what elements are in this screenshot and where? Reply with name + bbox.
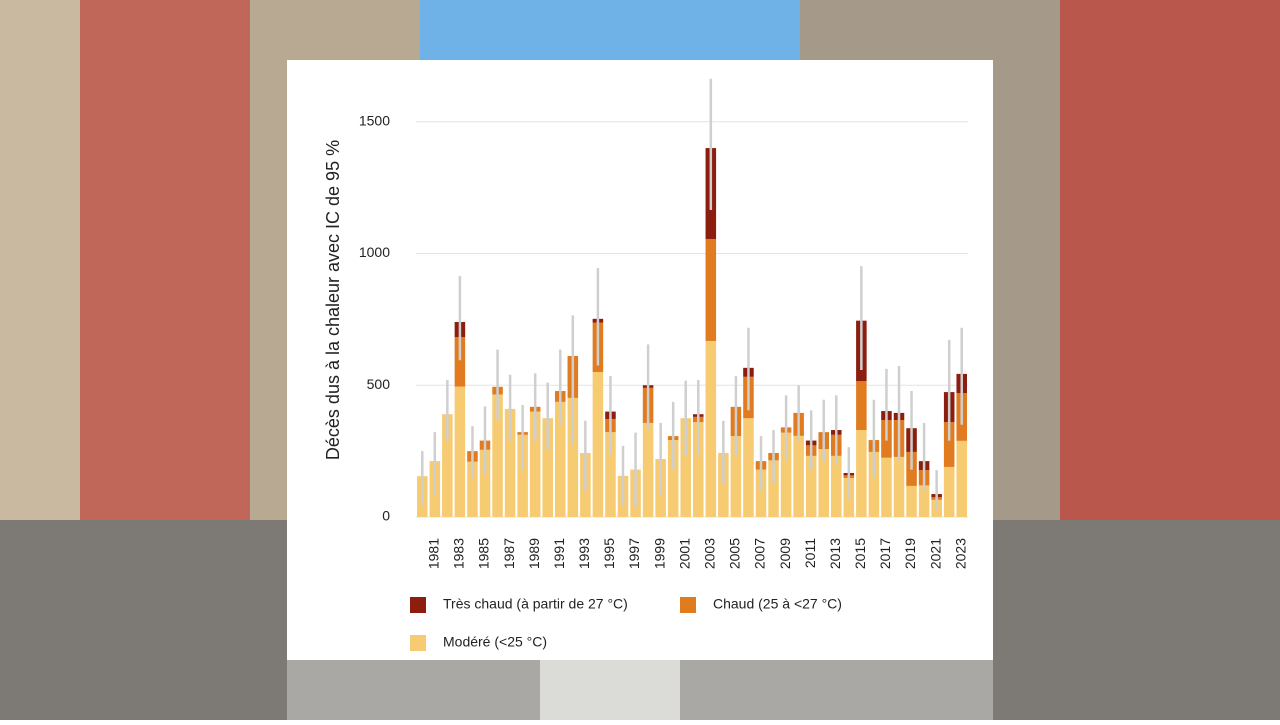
bar-segment [818,449,829,517]
x-tick-label: 1997 [626,538,642,569]
bar-segment [693,422,704,517]
x-tick-label: 2003 [702,538,718,569]
x-tick-label: 2013 [827,538,843,569]
bar-segment [705,238,717,341]
bar-segment [831,455,842,517]
bar-segment [730,436,742,517]
bar-segment [868,451,880,517]
x-tick-label: 2021 [927,538,943,569]
bar-segment [805,455,817,517]
bar-segment [743,418,754,517]
building [1060,0,1280,530]
x-tick-label: 2005 [727,538,743,569]
bar-segment [605,432,616,517]
x-tick-label: 2001 [676,538,692,569]
x-tick-label: 2011 [802,538,818,568]
x-tick-label: 1991 [551,538,567,569]
bar-segment [642,422,654,517]
bar-segment [755,469,767,517]
x-tick-label: 2007 [752,538,768,569]
legend-label: Chaud (25 à <27 °C) [713,596,842,612]
bar-segment [956,440,967,517]
x-tick-label: 1985 [476,538,492,569]
bar-segment [856,430,867,517]
x-tick-label: 2009 [777,538,793,569]
y-tick-label: 1000 [359,244,390,260]
bar-segment [856,381,867,431]
bar-segment [479,449,491,517]
x-tick-label: 1989 [526,538,542,569]
bar-segment [943,466,955,517]
bar-segment [918,485,930,517]
legend-swatch [680,597,696,613]
legend-label: Modéré (<25 °C) [443,634,547,650]
y-tick-label: 0 [382,508,390,524]
y-tick-label: 1500 [359,112,390,128]
legend-swatch [410,597,426,613]
x-tick-label: 2023 [952,538,968,569]
x-tick-label: 1987 [501,538,517,569]
chart-panel [287,60,993,660]
bar-segment [442,414,453,517]
bar-segment [454,337,466,387]
bar-segment [492,394,503,517]
x-tick-label: 2015 [852,538,868,569]
x-tick-label: 1995 [601,538,617,569]
bar-segment [780,432,792,517]
bar-segment [680,418,691,517]
bar-segment [592,372,604,517]
bar-segment [893,456,905,517]
legend-label: Très chaud (à partir de 27 °C) [443,596,628,612]
bar-segment [517,434,528,517]
bar-segment [768,460,779,517]
x-tick-label: 2019 [902,538,918,569]
bar-segment [555,401,566,517]
x-tick-label: 1999 [651,538,667,569]
bar-segment [467,461,478,517]
y-axis-title: Décès dus à la chaleur avec IC de 95 % [323,140,343,460]
bar-segment [504,408,516,517]
bar-segment [906,485,917,517]
bar-segment [667,440,679,517]
bar-segment [881,457,892,517]
bar-segment [705,340,717,517]
legend-swatch [410,635,426,651]
bar-segment [943,422,955,467]
building [80,0,250,520]
bar-segment [718,452,729,517]
x-tick-label: 1993 [576,538,592,569]
bar-segment [542,418,553,517]
bar-segment [567,397,579,517]
reflection [287,660,993,720]
x-tick-label: 1981 [426,538,442,569]
bar-segment [793,435,804,517]
bar-segment [529,411,541,517]
stream [540,660,680,720]
y-tick-label: 500 [367,376,391,392]
building [0,0,80,520]
x-tick-label: 2017 [877,538,893,569]
bar-segment [454,386,466,517]
x-tick-label: 1983 [451,538,467,569]
